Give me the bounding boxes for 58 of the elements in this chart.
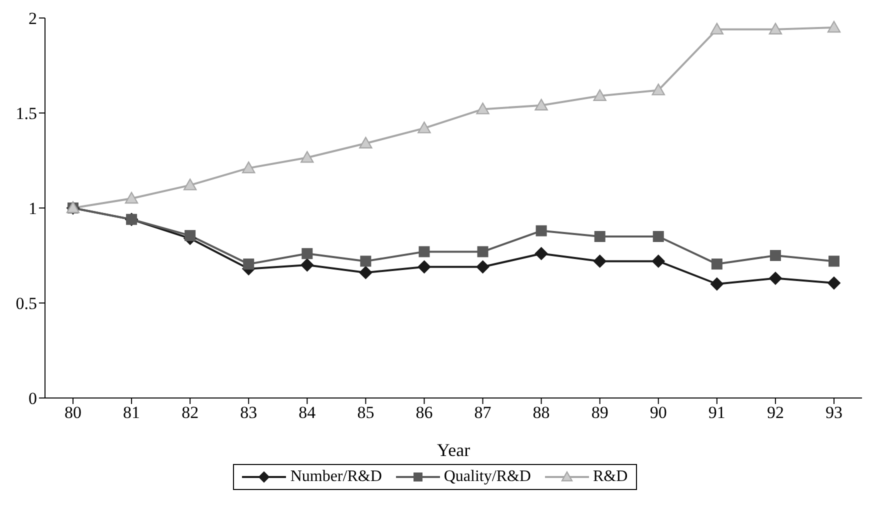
point [828, 256, 840, 267]
point [770, 250, 781, 261]
x-tick-label: 82 [182, 403, 199, 422]
x-tick-label: 88 [532, 403, 550, 422]
point [594, 231, 606, 242]
point [418, 260, 431, 274]
point [710, 22, 724, 34]
point [711, 258, 722, 270]
point [124, 192, 138, 204]
point [652, 254, 665, 268]
point [418, 122, 431, 134]
point [768, 22, 782, 34]
point [300, 151, 314, 163]
point [184, 230, 196, 242]
point [593, 89, 606, 101]
point [827, 20, 841, 33]
legend-label: Quality/R&D [444, 468, 531, 486]
point [652, 84, 665, 96]
legend-label: R&D [592, 468, 628, 486]
x-tick-label: 83 [240, 403, 258, 422]
y-tick-label: 2 [28, 9, 37, 28]
point [710, 278, 724, 290]
point [593, 254, 606, 268]
x-tick-label: 90 [650, 403, 667, 422]
point [300, 258, 314, 272]
point [359, 266, 372, 280]
point [536, 225, 547, 236]
point [183, 178, 197, 190]
x-tick-label: 85 [357, 403, 374, 422]
x-tick-label: 93 [826, 403, 842, 422]
x-tick-label: 84 [298, 403, 316, 422]
x-axis-title: Year [436, 440, 470, 460]
point [477, 246, 488, 258]
x-tick-label: 92 [766, 403, 784, 422]
point [476, 102, 490, 114]
point [418, 246, 430, 258]
point [360, 256, 372, 267]
point [534, 247, 548, 260]
point [302, 248, 313, 260]
point [534, 98, 548, 110]
x-tick-label: 81 [123, 403, 140, 422]
x-tick-label: 87 [474, 403, 492, 422]
y-tick-label: 0.5 [16, 294, 37, 314]
point [359, 136, 372, 148]
legend-label: Number/R&D [290, 468, 382, 486]
point [768, 272, 782, 285]
point [828, 276, 840, 290]
y-tick-label: 0 [28, 389, 37, 408]
point [242, 162, 256, 174]
x-tick-label: 89 [591, 403, 608, 422]
x-tick-label: 86 [416, 403, 433, 422]
point [476, 260, 490, 274]
x-tick-label: 91 [708, 403, 726, 422]
x-tick-label: 80 [64, 403, 82, 422]
point [243, 258, 254, 270]
point [652, 231, 664, 242]
y-tick-label: 1.5 [16, 104, 37, 124]
y-tick-label: 1 [28, 199, 37, 218]
